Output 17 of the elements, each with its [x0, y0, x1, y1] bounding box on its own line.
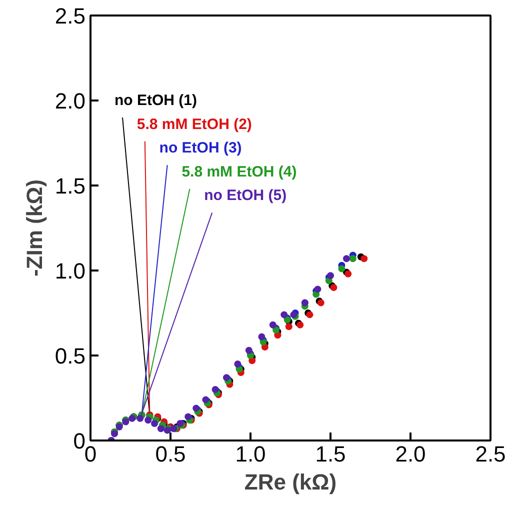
- text: no EtOH (5): [204, 187, 287, 204]
- y-tick-label: 2.0: [54, 88, 86, 114]
- legend-label: no EtOH (1): [114, 92, 197, 109]
- y-axis-title: -ZIm (kΩ): [22, 179, 47, 277]
- x-tick-label: 2.5: [475, 442, 506, 466]
- x-tick-label: 1.5: [315, 442, 346, 466]
- y-tick-label: 1.5: [54, 174, 86, 198]
- text: 5.8 mM EtOH (4): [182, 163, 297, 180]
- y-tick-label: 2.5: [54, 4, 86, 28]
- x-axis-title: ZRe (kΩ): [244, 470, 337, 494]
- x-tick-label: 1.0: [235, 442, 266, 466]
- x-tick-label: 0.5: [155, 442, 186, 466]
- y-tick-label: 1.0: [54, 258, 86, 284]
- text: no EtOH (3): [159, 140, 242, 157]
- text: 5.8 mM EtOH (2): [136, 116, 252, 133]
- y-tick-label: 0.5: [54, 344, 86, 368]
- x-tick-label: 2.0: [395, 442, 426, 466]
